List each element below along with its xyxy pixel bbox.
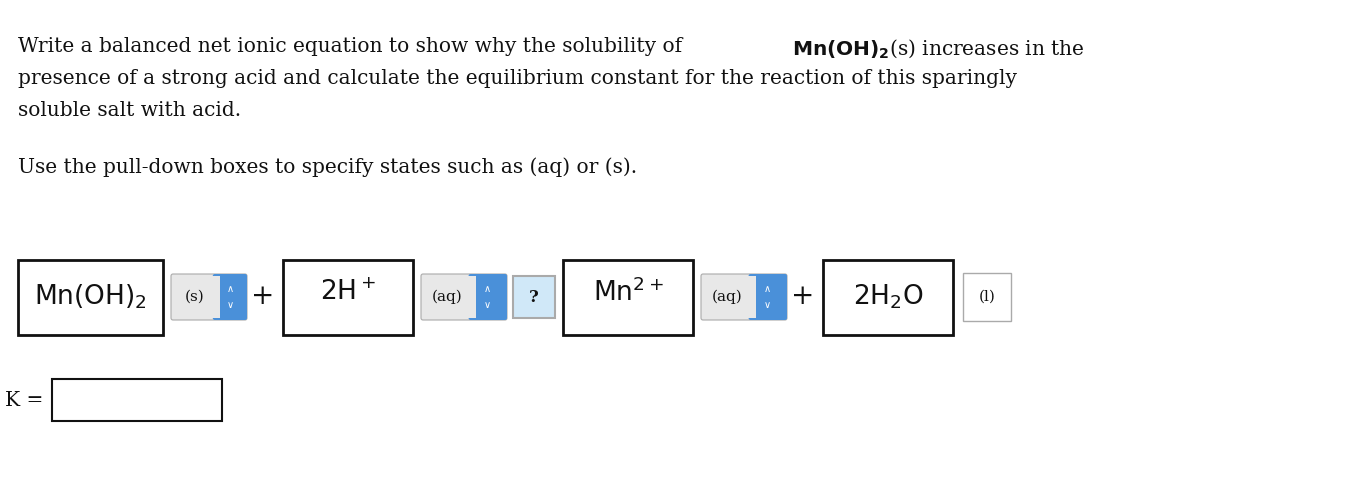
- Text: ∨: ∨: [227, 300, 234, 310]
- Text: ∧: ∧: [485, 284, 491, 294]
- FancyBboxPatch shape: [173, 276, 220, 318]
- FancyBboxPatch shape: [213, 274, 247, 320]
- Text: ∨: ∨: [485, 300, 491, 310]
- FancyBboxPatch shape: [423, 276, 477, 318]
- Text: +: +: [791, 283, 814, 310]
- Text: Use the pull-down boxes to specify states such as (aq) or (s).: Use the pull-down boxes to specify state…: [18, 157, 637, 177]
- FancyBboxPatch shape: [513, 276, 555, 318]
- Text: ?: ?: [529, 289, 539, 306]
- Text: (aq): (aq): [432, 290, 463, 304]
- Text: ∧: ∧: [227, 284, 234, 294]
- Text: +: +: [251, 283, 274, 310]
- Text: $\mathrm{2H^+}$: $\mathrm{2H^+}$: [320, 279, 377, 305]
- Bar: [563, 259, 693, 335]
- FancyBboxPatch shape: [421, 274, 508, 320]
- Text: $\mathrm{Mn(OH)_2}$: $\mathrm{Mn(OH)_2}$: [34, 283, 147, 311]
- Text: ∧: ∧: [764, 284, 771, 294]
- Text: soluble salt with acid.: soluble salt with acid.: [18, 101, 242, 120]
- Text: K =: K =: [5, 390, 43, 410]
- Text: $\mathrm{2H_2O}$: $\mathrm{2H_2O}$: [853, 283, 923, 311]
- FancyBboxPatch shape: [468, 274, 508, 320]
- FancyBboxPatch shape: [963, 273, 1011, 321]
- FancyBboxPatch shape: [703, 276, 756, 318]
- Text: ∨: ∨: [764, 300, 771, 310]
- Bar: [824, 259, 953, 335]
- Text: presence of a strong acid and calculate the equilibrium constant for the reactio: presence of a strong acid and calculate …: [18, 69, 1017, 88]
- Bar: [284, 259, 413, 335]
- Bar: [53, 379, 221, 421]
- Text: (l): (l): [979, 290, 995, 304]
- Text: $\mathbf{Mn(OH)_2}$(s) increases in the: $\mathbf{Mn(OH)_2}$(s) increases in the: [792, 37, 1084, 60]
- FancyBboxPatch shape: [748, 274, 787, 320]
- Text: Write a balanced net ionic equation to show why the solubility of: Write a balanced net ionic equation to s…: [18, 37, 688, 56]
- Bar: [18, 259, 163, 335]
- FancyBboxPatch shape: [171, 274, 247, 320]
- FancyBboxPatch shape: [701, 274, 787, 320]
- Text: (aq): (aq): [713, 290, 743, 304]
- Text: $\mathrm{Mn^{2+}}$: $\mathrm{Mn^{2+}}$: [593, 278, 663, 306]
- Text: (s): (s): [185, 290, 204, 304]
